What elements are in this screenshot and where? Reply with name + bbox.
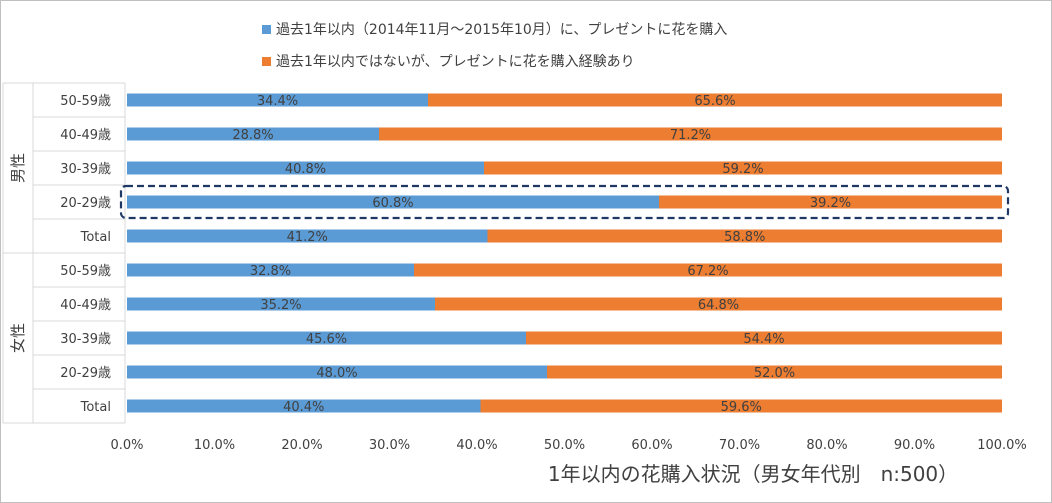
- x-tick-label: 100.0%: [977, 438, 1027, 453]
- data-label: 52.0%: [754, 366, 795, 381]
- category-label: Total: [80, 400, 111, 415]
- highlight-box: [119, 184, 1010, 220]
- group-label: 男性: [9, 153, 27, 183]
- data-label: 64.8%: [698, 298, 739, 313]
- bar-segment-series-2: [480, 399, 1002, 413]
- group-label: 女性: [9, 323, 27, 353]
- x-tick-label: 90.0%: [894, 438, 935, 453]
- category-label: 50-59歳: [60, 94, 111, 109]
- x-tick-label: 0.0%: [110, 438, 143, 453]
- x-tick-label: 80.0%: [806, 438, 847, 453]
- data-label: 40.4%: [283, 400, 324, 415]
- legend-label-1: 過去1年以内（2014年11月～2015年10月）に、プレゼントに花を購入: [276, 22, 727, 38]
- row-grid: 50-59歳 40-49歳 30-39歳 20-29歳 Total 男性 50-59歳 40-…: [2, 82, 126, 424]
- x-tick-label: 10.0%: [194, 438, 235, 453]
- category-label: 50-59歳: [60, 264, 111, 279]
- data-label: 40.8%: [285, 162, 326, 177]
- data-labels: 34.4% 65.6% 28.8% 71.2% 40.8% 59.2% 60.8% 39.2%…: [119, 94, 1010, 415]
- x-tick-label: 60.0%: [631, 438, 672, 453]
- bar-segment-series-2: [435, 297, 1002, 311]
- bars: [127, 93, 1002, 413]
- category-label: 40-49歳: [60, 128, 111, 143]
- bar-segment-series-1: [127, 161, 484, 175]
- category-label: 20-29歳: [60, 366, 111, 381]
- data-label: 58.8%: [724, 230, 765, 245]
- data-label: 48.0%: [316, 366, 357, 381]
- data-label: 60.8%: [372, 196, 413, 211]
- x-axis: 0.0% 10.0% 20.0% 30.0% 40.0% 50.0% 60.0% 70.0% 8…: [110, 438, 1026, 453]
- bar-segment-series-1: [127, 297, 435, 311]
- chart-title: 1年以内の花購入状況（男女年代別 n:500）: [548, 462, 958, 486]
- bar-segment-series-1: [127, 263, 414, 277]
- legend-label-2: 過去1年以内ではないが、プレゼントに花を購入経験あり: [276, 54, 635, 70]
- bar-segment-series-2: [484, 161, 1002, 175]
- bar-segment-series-2: [379, 127, 1002, 141]
- bar-segment-series-1: [127, 229, 488, 243]
- x-tick-label: 50.0%: [544, 438, 585, 453]
- bar-segment-series-2: [428, 93, 1002, 107]
- data-label: 65.6%: [694, 94, 735, 109]
- legend-swatch-2: [262, 57, 271, 66]
- bar-segment-series-1: [127, 93, 428, 107]
- bar-segment-series-1: [127, 399, 481, 413]
- x-tick-label: 70.0%: [719, 438, 760, 453]
- data-label: 59.2%: [722, 162, 763, 177]
- bar-segment-series-2: [659, 195, 1002, 209]
- data-label: 41.2%: [287, 230, 328, 245]
- data-label: 32.8%: [250, 264, 291, 279]
- bar-segment-series-2: [526, 331, 1002, 345]
- category-label: 40-49歳: [60, 298, 111, 313]
- x-tick-label: 40.0%: [456, 438, 497, 453]
- bar-segment-series-1: [127, 127, 379, 141]
- category-label: 30-39歳: [60, 162, 111, 177]
- data-label: 54.4%: [743, 332, 784, 347]
- data-label: 39.2%: [810, 196, 851, 211]
- legend-swatch-1: [262, 25, 271, 34]
- category-label: 30-39歳: [60, 332, 111, 347]
- legend: 過去1年以内（2014年11月～2015年10月）に、プレゼントに花を購入過去1…: [262, 22, 727, 70]
- data-label: 28.8%: [232, 128, 273, 143]
- bar-segment-series-1: [127, 365, 547, 379]
- x-tick-label: 20.0%: [281, 438, 322, 453]
- data-label: 71.2%: [670, 128, 711, 143]
- data-label: 45.6%: [306, 332, 347, 347]
- category-label: Total: [80, 230, 111, 245]
- data-label: 35.2%: [260, 298, 301, 313]
- category-label: 20-29歳: [60, 196, 111, 211]
- data-label: 67.2%: [687, 264, 728, 279]
- data-label: 34.4%: [257, 94, 298, 109]
- bar-segment-series-2: [487, 229, 1002, 243]
- bar-segment-series-2: [547, 365, 1002, 379]
- x-tick-label: 30.0%: [369, 438, 410, 453]
- bar-segment-series-1: [127, 195, 659, 209]
- data-label: 59.6%: [721, 400, 762, 415]
- bar-segment-series-1: [127, 331, 526, 345]
- bar-segment-series-2: [414, 263, 1002, 277]
